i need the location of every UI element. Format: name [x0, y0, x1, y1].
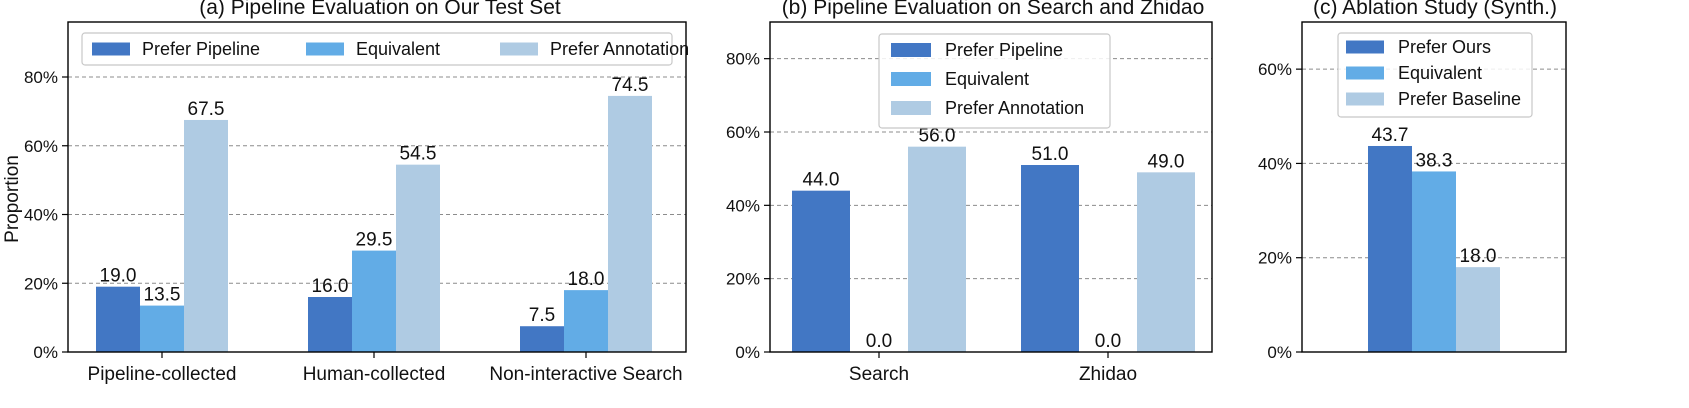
- data-label: 18.0: [1460, 246, 1497, 267]
- data-label: 44.0: [803, 170, 840, 191]
- chart-title: (b) Pipeline Evaluation on Search and Zh…: [782, 0, 1205, 19]
- plot-frame: [769, 21, 1213, 353]
- data-label: 43.7: [1372, 125, 1409, 146]
- plot-frame: [1301, 21, 1567, 353]
- bar: [96, 286, 140, 352]
- plot-frame: [67, 21, 687, 353]
- x-tick-label: Human-collected: [303, 364, 446, 385]
- legend-swatch: [891, 72, 931, 86]
- data-label: 0.0: [866, 331, 892, 352]
- bar: [1368, 145, 1412, 352]
- y-tick-label: 40%: [1258, 154, 1292, 173]
- legend-entry: Prefer Annotation: [945, 98, 1084, 118]
- data-label: 18.0: [568, 269, 605, 290]
- data-label: 0.0: [1095, 331, 1121, 352]
- y-tick-label: 60%: [24, 137, 58, 156]
- legend-swatch: [891, 43, 931, 57]
- y-tick-label: 20%: [24, 274, 58, 293]
- bar: [184, 119, 228, 352]
- legend-swatch: [1346, 66, 1384, 80]
- y-tick-label: 80%: [726, 50, 760, 69]
- y-tick-label: 0%: [33, 343, 58, 362]
- x-tick-label: Search: [849, 364, 909, 385]
- legend-entry: Prefer Pipeline: [142, 39, 260, 59]
- bar: [1456, 267, 1500, 352]
- legend-swatch: [306, 42, 344, 56]
- data-label: 56.0: [919, 126, 956, 147]
- bar: [140, 305, 184, 352]
- legend: Prefer Pipeline Equivalent Prefer Annotati…: [81, 32, 689, 66]
- legend-entry: Equivalent: [1398, 63, 1482, 83]
- y-tick-label: 60%: [1258, 60, 1292, 79]
- legend-swatch: [1346, 92, 1384, 106]
- bar: [564, 290, 608, 352]
- legend-entry: Prefer Baseline: [1398, 89, 1521, 109]
- data-label: 29.5: [356, 230, 393, 251]
- chart-title: (a) Pipeline Evaluation on Our Test Set: [199, 0, 561, 19]
- legend: Prefer Ours Equivalent Prefer Baseline: [1337, 32, 1533, 118]
- y-tick-label: 40%: [726, 196, 760, 215]
- y-tick-label: 20%: [1258, 249, 1292, 268]
- data-label: 38.3: [1416, 150, 1453, 171]
- data-label: 13.5: [144, 285, 181, 306]
- bar: [608, 95, 652, 352]
- legend-frame: [81, 32, 673, 66]
- chart-2: 0% 20% 40% 60% 80% 44.0 0.0 56.0 Search 51.0 0.0 49…: [726, 0, 1213, 385]
- legend-swatch: [92, 42, 130, 56]
- bar: [520, 326, 564, 352]
- chart-3: 0% 20% 40% 60% 43.7 38.3 18.0 (c) Ablation Stud…: [1258, 0, 1567, 362]
- bar: [1021, 165, 1079, 352]
- bar: [1137, 172, 1195, 352]
- y-axis-label: Proportion: [2, 155, 23, 243]
- legend-frame: [878, 33, 1111, 129]
- bar: [308, 297, 352, 352]
- data-label: 74.5: [612, 75, 649, 96]
- data-label: 54.5: [400, 144, 437, 165]
- x-tick-label: Pipeline-collected: [88, 364, 237, 385]
- x-tick-label: Non-interactive Search: [489, 364, 682, 385]
- x-tick-label: Zhidao: [1079, 364, 1137, 385]
- legend-entry: Prefer Pipeline: [945, 40, 1063, 60]
- legend-swatch: [500, 42, 538, 56]
- y-tick-label: 20%: [726, 270, 760, 289]
- bar: [908, 146, 966, 352]
- y-tick-label: 60%: [726, 123, 760, 142]
- bar: [352, 250, 396, 352]
- chart-title: (c) Ablation Study (Synth.): [1313, 0, 1557, 19]
- legend-entry: Equivalent: [356, 39, 440, 59]
- legend: Prefer Pipeline Equivalent Prefer Annotati…: [878, 33, 1111, 129]
- data-label: 16.0: [312, 276, 349, 297]
- data-label: 49.0: [1148, 151, 1185, 172]
- chart-1: 0% 20% 40% 60% 80% 19.0 13.5 67.5 Pipeline-colle…: [2, 0, 689, 385]
- bar: [396, 164, 440, 352]
- legend-entry: Prefer Ours: [1398, 37, 1491, 57]
- y-tick-label: 40%: [24, 206, 58, 225]
- data-label: 67.5: [188, 99, 225, 120]
- y-tick-label: 0%: [1267, 343, 1292, 362]
- y-tick-label: 0%: [735, 343, 760, 362]
- legend-swatch: [891, 101, 931, 115]
- y-tick-label: 80%: [24, 68, 58, 87]
- legend-entry: Equivalent: [945, 69, 1029, 89]
- data-label: 7.5: [529, 305, 555, 326]
- legend-entry: Prefer Annotation: [550, 39, 689, 59]
- data-label: 19.0: [100, 266, 137, 287]
- bar: [1412, 171, 1456, 352]
- legend-frame: [1337, 32, 1533, 118]
- data-label: 51.0: [1032, 144, 1069, 165]
- bar: [792, 190, 850, 352]
- legend-swatch: [1346, 40, 1384, 54]
